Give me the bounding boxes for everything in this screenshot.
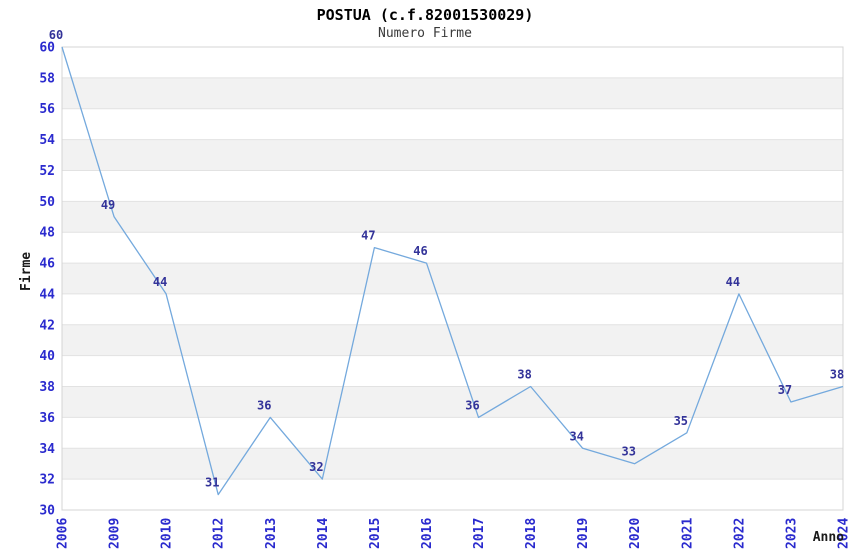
year-axis-tick-label: 2024 (837, 518, 850, 549)
value-axis-tick-label: 44 (39, 287, 55, 302)
point-value-label: 35 (674, 414, 688, 428)
value-axis-tick-label: 54 (39, 133, 55, 148)
year-axis-tick-label: 2018 (524, 518, 539, 549)
year-axis-tick-label: 2012 (212, 518, 227, 549)
chart-subtitle: Numero Firme (378, 26, 472, 41)
value-axis-tick-label: 58 (39, 71, 55, 86)
plot-band (62, 386, 843, 418)
value-axis-tick-label: 46 (39, 257, 55, 272)
point-value-label: 36 (465, 398, 479, 412)
point-value-label: 31 (205, 476, 219, 490)
x-axis-title: Anno (813, 530, 844, 545)
year-axis-tick-label: 2014 (316, 518, 331, 549)
value-axis-tick-label: 50 (39, 195, 55, 210)
value-axis-tick-label: 30 (39, 504, 55, 519)
point-value-label: 38 (830, 368, 844, 382)
point-value-label: 36 (257, 398, 271, 412)
point-value-label: 37 (778, 383, 792, 397)
point-value-label: 34 (569, 429, 583, 443)
year-axis-tick-label: 2019 (576, 518, 591, 549)
point-value-label: 60 (49, 28, 63, 42)
value-axis-tick-label: 34 (39, 442, 55, 457)
plot-band (62, 77, 843, 109)
year-axis-tick-label: 2009 (108, 518, 123, 549)
value-axis-tick-label: 32 (39, 473, 55, 488)
value-axis-tick-label: 40 (39, 349, 55, 364)
year-axis-tick-label: 2013 (264, 518, 279, 549)
value-axis-tick-label: 36 (39, 411, 55, 426)
year-axis-tick-label: 2022 (732, 518, 747, 549)
point-value-label: 33 (622, 445, 636, 459)
year-axis-tick-label: 2020 (628, 518, 643, 549)
value-axis-tick-label: 48 (39, 226, 55, 241)
year-axis-tick-label: 2015 (368, 518, 383, 549)
point-value-label: 46 (413, 244, 427, 258)
point-value-label: 38 (517, 368, 531, 382)
year-axis-tick-label: 2016 (420, 518, 435, 549)
point-value-label: 49 (101, 198, 115, 212)
y-axis-title: Firme (19, 252, 34, 291)
point-value-label: 32 (309, 460, 323, 474)
point-value-label: 47 (361, 229, 375, 243)
year-axis-tick-label: 2006 (56, 518, 71, 549)
value-axis-tick-label: 56 (39, 102, 55, 117)
year-axis-tick-label: 2021 (680, 518, 695, 549)
value-axis-tick-label: 60 (39, 41, 55, 56)
plot-band (62, 139, 843, 171)
chart-title: POSTUA (c.f.82001530029) (316, 6, 534, 24)
plot-band (62, 263, 843, 294)
year-axis-tick-label: 2023 (784, 518, 799, 549)
value-axis-tick-label: 42 (39, 318, 55, 333)
year-axis-tick-label: 2017 (472, 518, 487, 549)
point-value-label: 44 (153, 275, 167, 289)
point-value-label: 44 (726, 275, 740, 289)
value-axis-tick-label: 52 (39, 164, 55, 179)
plot-border (61, 46, 844, 511)
series-line (61, 46, 844, 496)
plot-band (62, 448, 843, 480)
year-axis-tick-label: 2010 (160, 518, 175, 549)
value-axis-tick-label: 38 (39, 380, 55, 395)
plot-band (62, 201, 843, 233)
